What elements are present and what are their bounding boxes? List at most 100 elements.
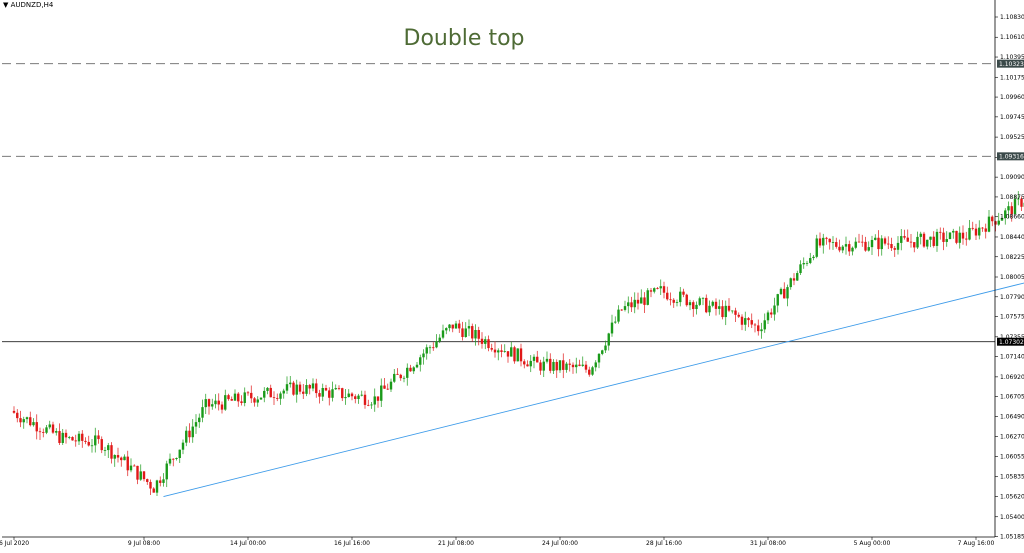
candle-body (341, 388, 343, 398)
candle-body (998, 221, 1000, 225)
candle-body (705, 298, 707, 312)
candle-body (195, 422, 197, 426)
candle-body (23, 419, 25, 422)
candle-body (718, 306, 720, 309)
candle-body (686, 295, 688, 305)
candle-body (169, 459, 171, 464)
candle-body (65, 433, 67, 438)
candle-body (338, 388, 340, 389)
candle-body (484, 339, 486, 344)
candle-body (218, 401, 220, 405)
candle-body (179, 450, 181, 458)
level-price-label: 1.10323 (999, 61, 1024, 68)
y-tick-label: 1.06490 (1000, 413, 1024, 420)
candle-body (292, 383, 294, 395)
candle-body (68, 437, 70, 438)
candle-body (208, 399, 210, 406)
y-tick-label: 1.09745 (1000, 114, 1024, 121)
candle-body (858, 242, 860, 243)
candle-body (296, 385, 298, 395)
candle-body (936, 232, 938, 246)
candle-body (533, 357, 535, 361)
candle-body (426, 347, 428, 353)
candle-body (185, 431, 187, 443)
y-tick-label: 1.05835 (1000, 474, 1024, 481)
candle-body (458, 324, 460, 329)
candle-body (448, 325, 450, 328)
y-tick-label: 1.06270 (1000, 434, 1024, 441)
candle-body (975, 229, 977, 236)
candle-body (920, 234, 922, 237)
candle-body (900, 236, 902, 243)
candle-body (153, 489, 155, 493)
candle-body (390, 382, 392, 390)
candle-body (575, 365, 577, 367)
candle-body (221, 405, 223, 410)
y-tick-label: 1.10175 (1000, 74, 1024, 81)
candle-body (786, 287, 788, 298)
x-tick-label: 28 Jul 16:00 (646, 540, 682, 547)
candle-body (419, 357, 421, 364)
candle-body (351, 394, 353, 397)
candle-body (741, 317, 743, 325)
candle-body (627, 302, 629, 306)
candle-body (861, 242, 863, 243)
candle-body (562, 360, 564, 370)
candle-body (676, 302, 678, 303)
candle-body (461, 328, 463, 337)
candle-body (367, 405, 369, 406)
candle-body (536, 357, 538, 363)
candle-body (205, 399, 207, 407)
candle-body (578, 365, 580, 366)
candle-body (962, 233, 964, 239)
candle-body (305, 385, 307, 394)
candle-body (978, 228, 980, 236)
candle-body (435, 341, 437, 347)
candle-body (663, 286, 665, 293)
candle-body (36, 422, 38, 431)
candle-body (130, 466, 132, 471)
candle-body (380, 386, 382, 401)
candle-body (887, 244, 889, 245)
y-tick-label: 1.06055 (1000, 453, 1024, 460)
candle-body (604, 346, 606, 351)
dropdown-triangle-icon[interactable]: ▼ (3, 1, 8, 9)
candle-body (214, 401, 216, 405)
candle-body (543, 362, 545, 371)
y-tick-label: 1.09525 (1000, 134, 1024, 141)
candle-body (62, 433, 64, 443)
candle-body (734, 311, 736, 315)
candle-body (929, 237, 931, 240)
candle-body (471, 326, 473, 338)
candle-body (838, 247, 840, 251)
candle-body (712, 302, 714, 306)
candle-body (796, 273, 798, 281)
candle-body (942, 233, 944, 242)
y-tick-label: 1.08440 (1000, 234, 1024, 241)
candle-body (377, 396, 379, 400)
candle-body (767, 312, 769, 320)
candle-body (374, 396, 376, 404)
candle-body (478, 330, 480, 339)
candle-body (299, 385, 301, 392)
y-tick-label: 1.07140 (1000, 354, 1024, 361)
candle-body (643, 297, 645, 304)
candle-body (760, 329, 762, 331)
candle-body (988, 217, 990, 232)
candle-body (445, 328, 447, 330)
candle-body (968, 228, 970, 240)
candle-body (94, 435, 96, 445)
candle-body (133, 466, 135, 467)
y-tick-label: 1.10830 (1000, 14, 1024, 21)
candle-body (81, 434, 83, 441)
candle-body (455, 324, 457, 329)
candle-body (354, 396, 356, 399)
candle-body (474, 330, 476, 338)
candle-body (572, 365, 574, 367)
x-tick-label: 16 Jul 16:00 (334, 540, 370, 547)
candle-body (855, 242, 857, 248)
candle-body (357, 396, 359, 399)
y-tick-label: 1.05185 (1000, 534, 1024, 541)
candle-body (52, 424, 54, 432)
candle-body (387, 389, 389, 390)
